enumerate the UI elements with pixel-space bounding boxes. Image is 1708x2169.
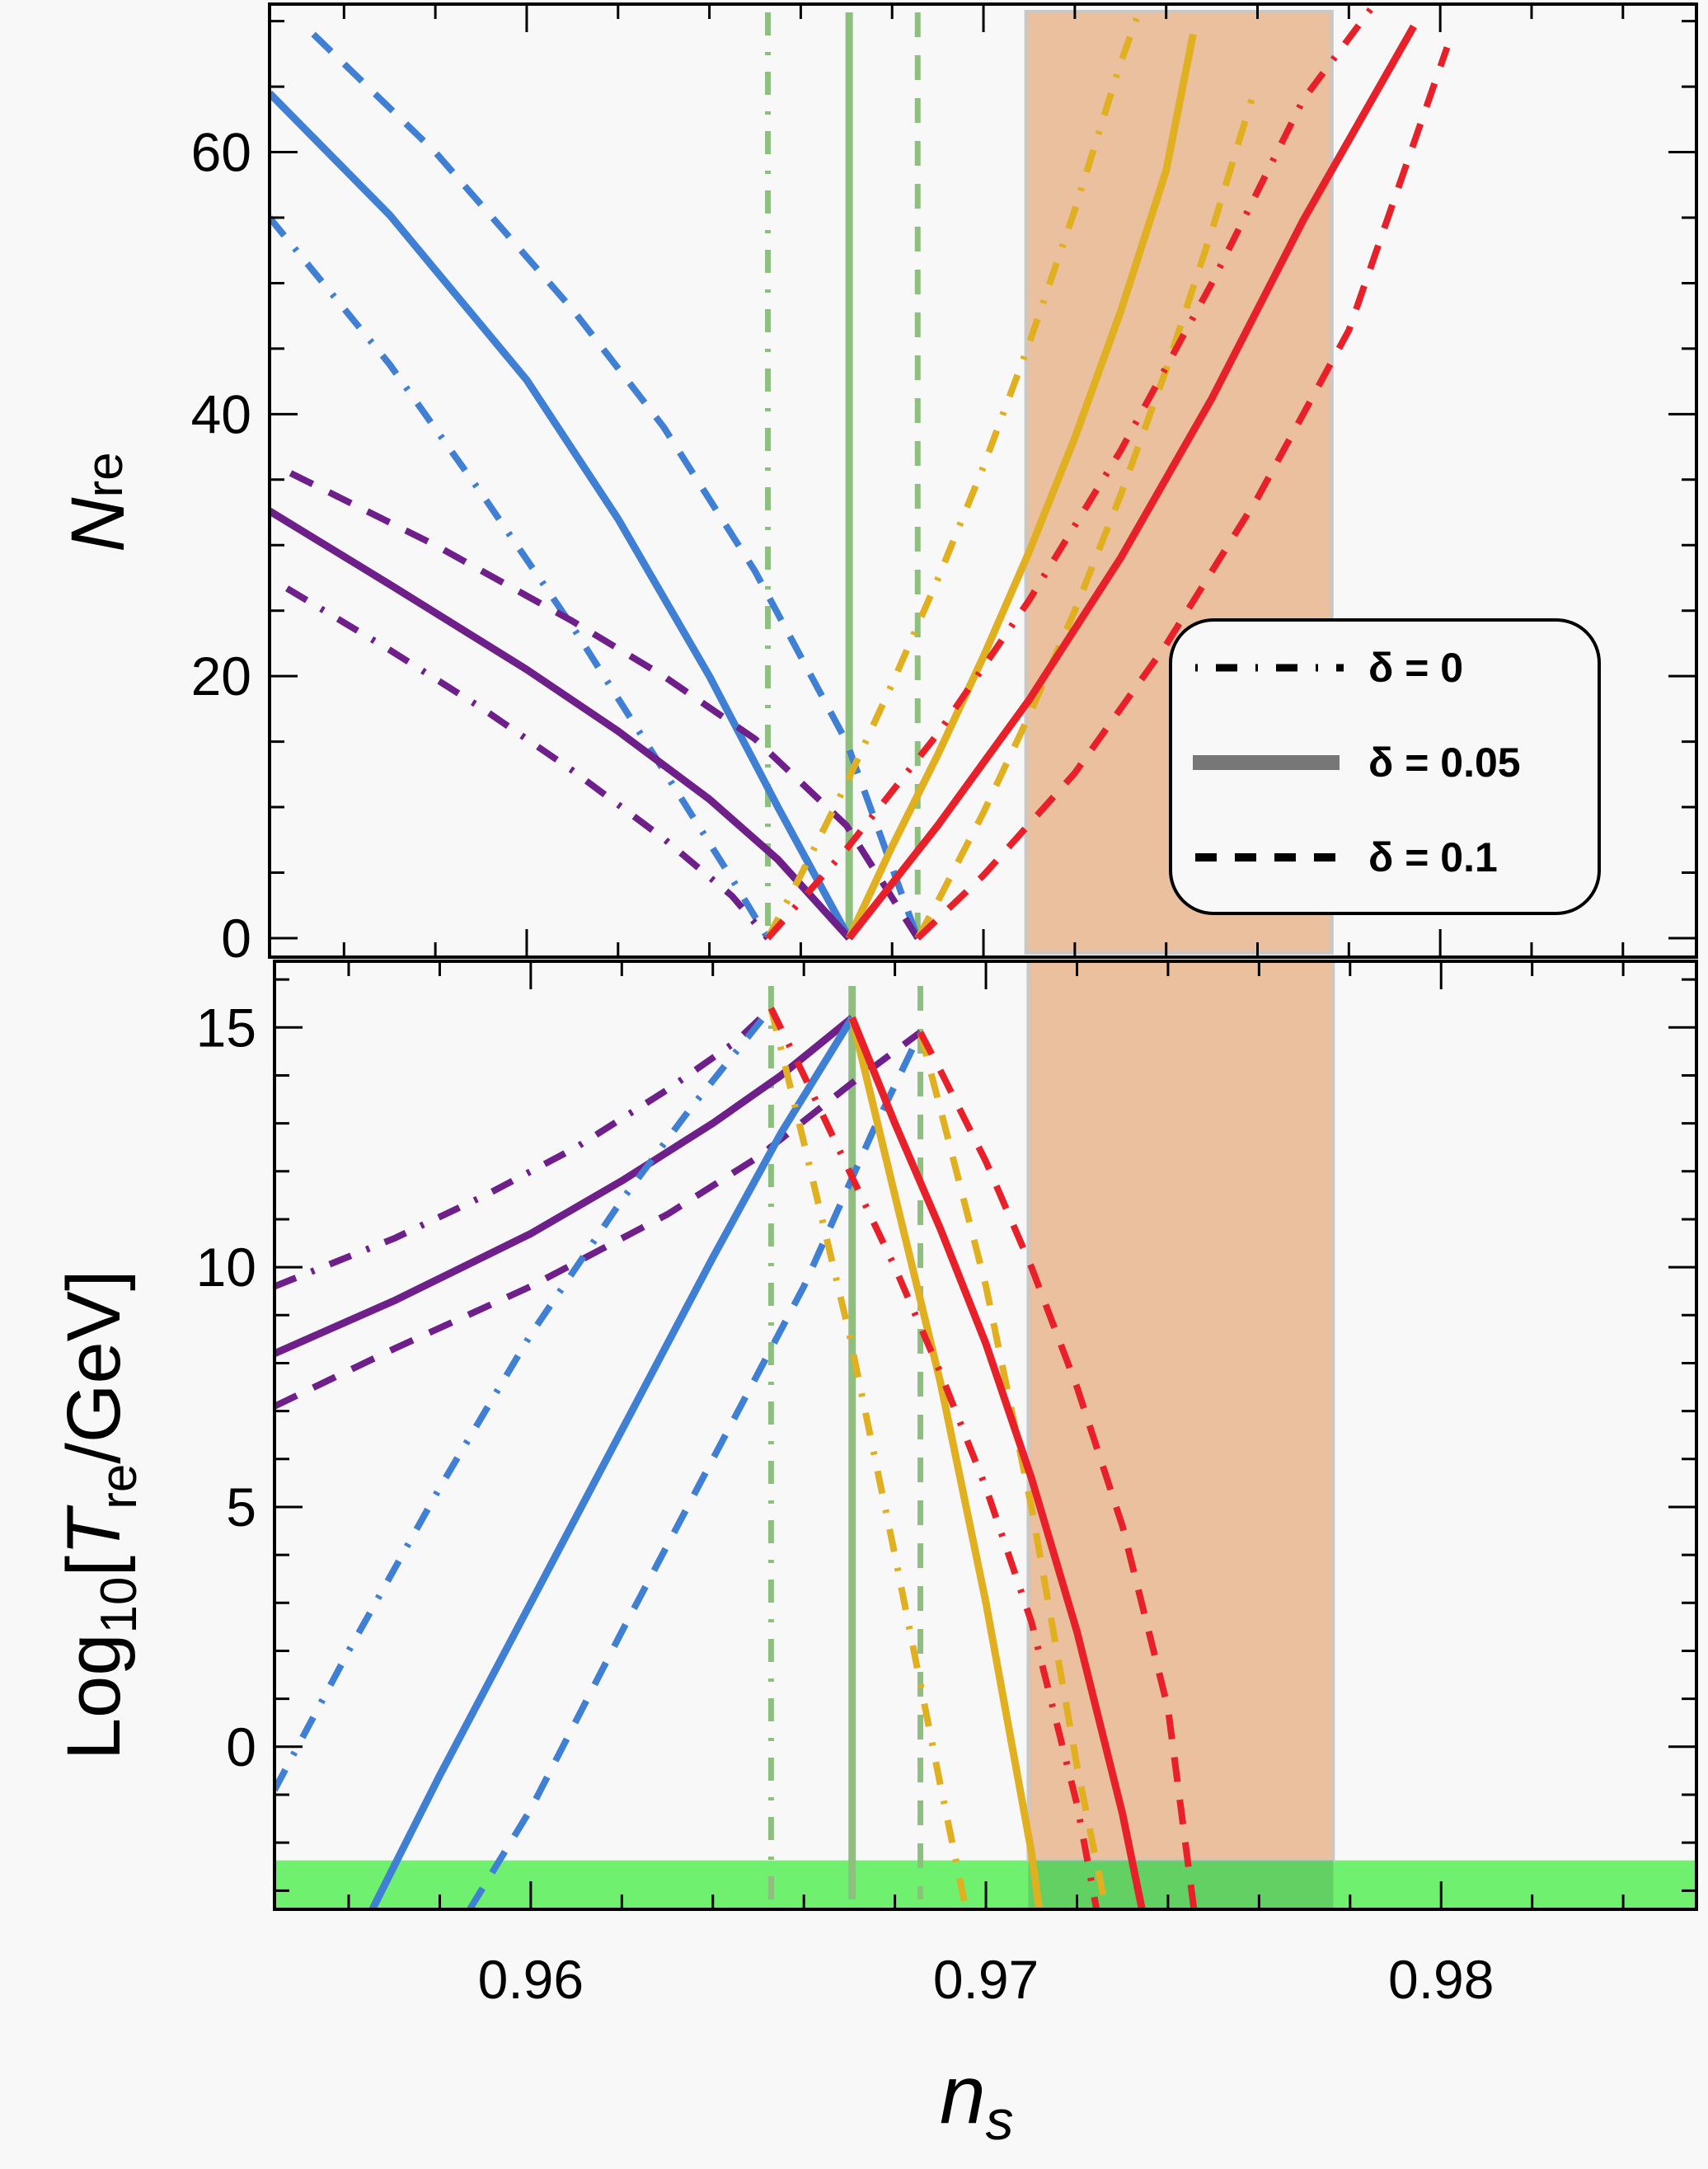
bottom-panel: 0 5 10 15 0.96 0.97 0.98 — [196, 960, 1698, 2010]
series-purple-dotdash — [275, 1006, 774, 1290]
bottom-ylabel-log: Log — [52, 1634, 136, 1761]
planck-band — [1026, 960, 1335, 1862]
bottom-frame — [273, 960, 1698, 1911]
bottom-series — [275, 1006, 1198, 1908]
band-overlap — [1028, 1860, 1334, 1909]
series-purple-dashed — [289, 470, 921, 941]
ytick-label: 60 — [191, 122, 251, 183]
bottom-ylabel-log-sub: 10 — [91, 1577, 148, 1634]
top-ticks — [270, 4, 1696, 957]
bottom-ylabel-tail: /GeV] — [52, 1270, 136, 1463]
ytick-label: 0 — [226, 1716, 256, 1777]
xtick-label: 0.96 — [478, 1949, 584, 2010]
series-red-solid — [846, 24, 1417, 941]
series-blue-solid — [270, 90, 853, 941]
series-red-dotdash — [765, 5, 1377, 941]
bottom-y-axis-title: Log10[Tre/GeV] — [52, 1270, 148, 1760]
series-blue-dashed — [467, 1031, 924, 1908]
xtick-label: 0.97 — [933, 1949, 1039, 2010]
bottom-planck-band — [1026, 960, 1335, 1909]
ytick-label: 40 — [191, 383, 251, 444]
series-red-dashed — [915, 46, 1451, 941]
ytick-label: 15 — [196, 997, 256, 1058]
bottom-ytick-labels: 0 5 10 15 — [196, 997, 256, 1777]
series-blue-solid — [368, 1016, 856, 1908]
series-blue-dashed — [311, 31, 922, 940]
bottom-ticks — [274, 961, 1696, 1909]
top-ylabel-sub: re — [77, 452, 134, 497]
top-y-axis-title: Nre — [56, 452, 140, 552]
ytick-label: 10 — [196, 1237, 256, 1298]
x-tick-labels: 0.96 0.97 0.98 — [478, 1949, 1494, 2010]
legend: δ = 0 δ = 0.05 δ = 0.1 — [1169, 618, 1601, 915]
series-purple-solid — [275, 1015, 855, 1357]
series-red-dotdash — [767, 1007, 1100, 1908]
series-red-dashed — [917, 1031, 1198, 1908]
series-purple-dotdash — [285, 585, 771, 941]
top-ytick-labels: 0 20 40 60 — [191, 122, 251, 969]
series-purple-solid — [270, 508, 852, 941]
series-orange-solid — [848, 1016, 1044, 1908]
bottom-reference-lines — [767, 986, 924, 1899]
series-red-solid — [848, 1016, 1146, 1908]
legend-label-delta-0-05: δ = 0.05 — [1368, 739, 1521, 786]
ytick-label: 0 — [221, 908, 251, 969]
series-blue-dotdash — [270, 215, 771, 941]
xlabel-sub: s — [986, 2089, 1014, 2152]
series-blue-dotdash — [275, 1006, 774, 1792]
legend-label-delta-0: δ = 0 — [1368, 645, 1463, 691]
series-orange-solid — [846, 33, 1197, 940]
bottom-ylabel-T-sub: re — [91, 1464, 148, 1509]
ytick-label: 5 — [226, 1477, 256, 1538]
top-series — [270, 5, 1451, 941]
legend-box — [1169, 618, 1601, 915]
top-reference-lines — [765, 12, 921, 939]
bottom-ylabel-T: T — [52, 1505, 136, 1556]
top-ylabel-main: N — [56, 497, 140, 552]
xtick-label: 0.98 — [1388, 1949, 1494, 2010]
top-panel: 0 20 40 60 — [191, 2, 1698, 969]
xlabel-main: n — [940, 2049, 986, 2141]
series-orange-dashed — [914, 98, 1255, 940]
ytick-label: 20 — [191, 646, 251, 707]
series-orange-dotdash — [764, 5, 1146, 940]
x-axis-title: ns — [940, 2049, 1014, 2152]
series-purple-dashed — [275, 1029, 922, 1410]
series-orange-dashed — [917, 1031, 1110, 1908]
legend-label-delta-0-1: δ = 0.1 — [1368, 834, 1498, 880]
bottom-ylabel-bracket: [ — [52, 1556, 136, 1577]
